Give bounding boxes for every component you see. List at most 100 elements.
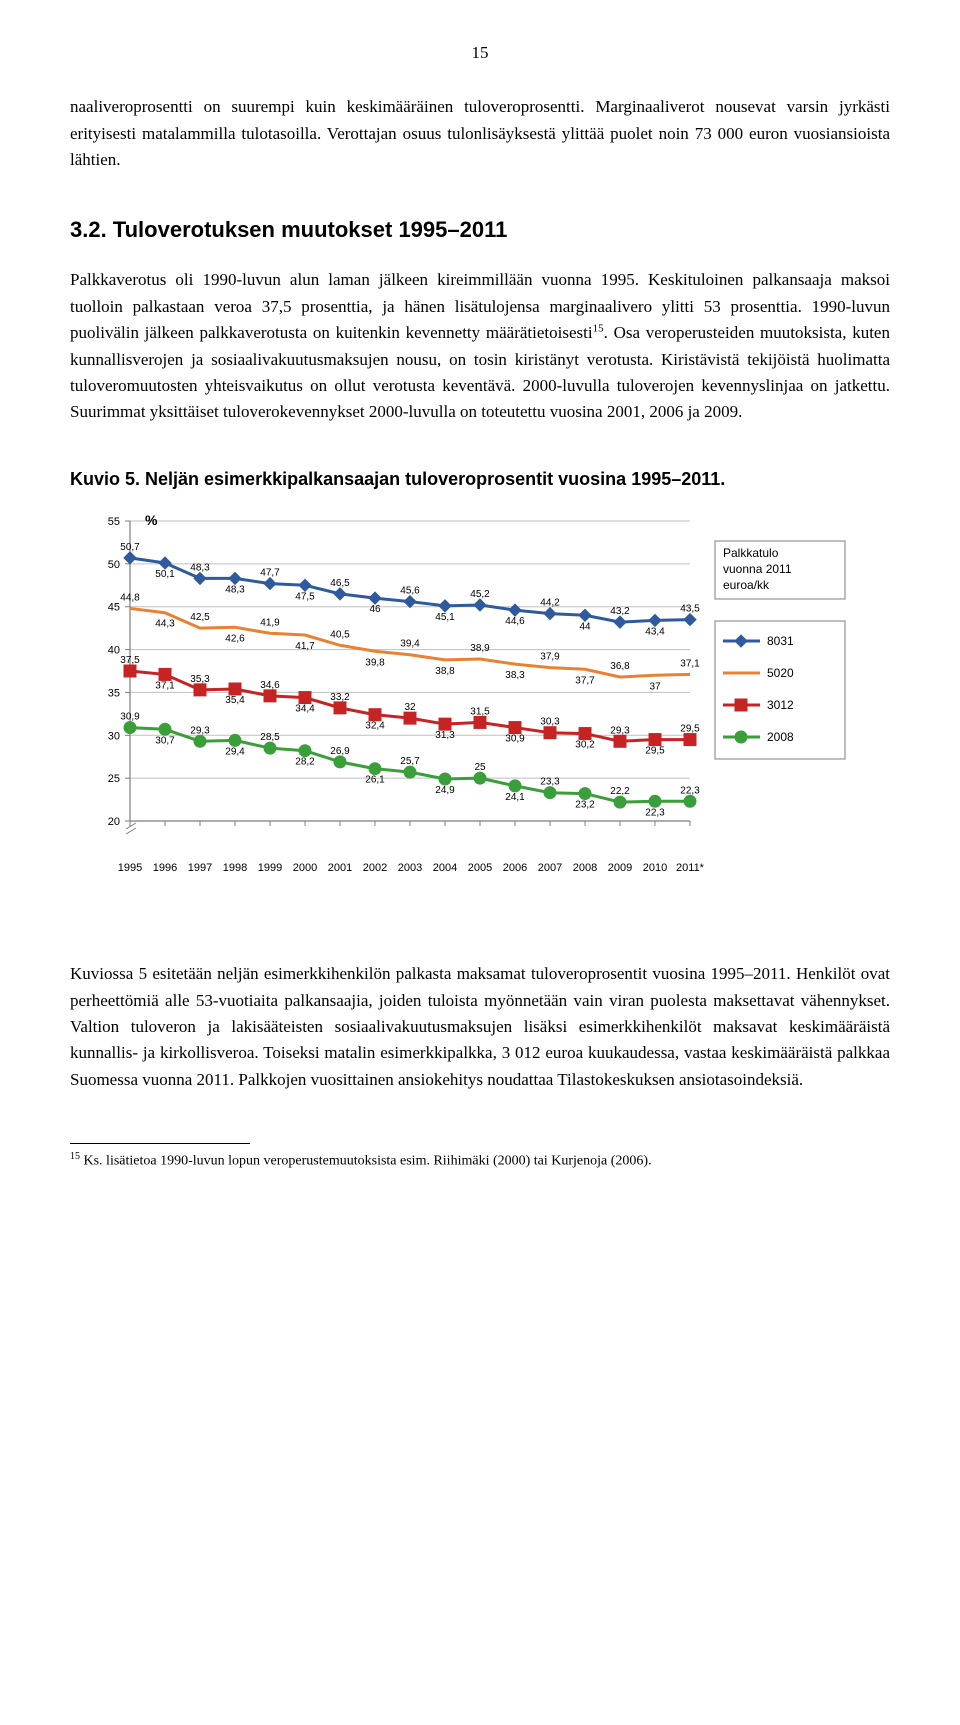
svg-text:22,2: 22,2	[610, 787, 630, 798]
svg-text:23,2: 23,2	[575, 800, 595, 811]
svg-text:29,5: 29,5	[645, 746, 665, 757]
svg-text:30: 30	[108, 731, 120, 743]
svg-text:2008: 2008	[573, 862, 597, 874]
svg-text:31,5: 31,5	[470, 707, 490, 718]
svg-text:37,1: 37,1	[680, 659, 700, 670]
svg-text:1996: 1996	[153, 862, 177, 874]
svg-text:45,6: 45,6	[400, 586, 420, 597]
svg-text:44,2: 44,2	[540, 598, 560, 609]
svg-text:44: 44	[579, 622, 591, 633]
svg-text:42,5: 42,5	[190, 613, 210, 624]
svg-text:41,9: 41,9	[260, 618, 280, 629]
svg-text:37: 37	[649, 682, 661, 693]
svg-text:47,7: 47,7	[260, 568, 280, 579]
svg-text:29,3: 29,3	[610, 726, 630, 737]
svg-text:2002: 2002	[363, 862, 387, 874]
svg-text:2003: 2003	[398, 862, 422, 874]
page-number: 15	[70, 40, 890, 66]
svg-text:31,3: 31,3	[435, 731, 455, 742]
svg-text:8031: 8031	[767, 634, 794, 648]
svg-text:Palkkatulo: Palkkatulo	[723, 546, 779, 560]
svg-text:2004: 2004	[433, 862, 457, 874]
svg-text:34,4: 34,4	[295, 704, 315, 715]
svg-text:23,3: 23,3	[540, 777, 560, 788]
svg-text:50: 50	[108, 559, 120, 571]
svg-text:2010: 2010	[643, 862, 667, 874]
svg-text:30,9: 30,9	[505, 734, 525, 745]
svg-text:22,3: 22,3	[645, 808, 665, 819]
svg-text:44,6: 44,6	[505, 617, 525, 628]
svg-text:39,8: 39,8	[365, 658, 385, 669]
chart-title: Kuvio 5. Neljän esimerkkipalkansaajan tu…	[70, 466, 890, 494]
svg-text:40: 40	[108, 645, 120, 657]
svg-text:38,3: 38,3	[505, 671, 525, 682]
footnote-number: 15	[70, 1151, 80, 1162]
svg-text:34,6: 34,6	[260, 680, 280, 691]
svg-text:43,2: 43,2	[610, 607, 630, 618]
svg-text:%: %	[145, 512, 158, 528]
svg-text:33,2: 33,2	[330, 692, 350, 703]
svg-text:45,2: 45,2	[470, 589, 490, 600]
svg-text:2007: 2007	[538, 862, 562, 874]
svg-text:3012: 3012	[767, 698, 794, 712]
svg-text:32,4: 32,4	[365, 721, 385, 732]
svg-text:38,9: 38,9	[470, 643, 490, 654]
svg-text:45: 45	[108, 602, 120, 614]
svg-text:2001: 2001	[328, 862, 352, 874]
svg-text:euroa/kk: euroa/kk	[723, 578, 770, 592]
paragraph-2: Palkkaverotus oli 1990-luvun alun laman …	[70, 267, 890, 425]
svg-text:30,2: 30,2	[575, 740, 595, 751]
svg-text:30,9: 30,9	[120, 712, 140, 723]
svg-text:37,1: 37,1	[155, 681, 175, 692]
svg-text:26,1: 26,1	[365, 775, 385, 786]
svg-text:35,3: 35,3	[190, 674, 210, 685]
svg-text:46: 46	[369, 605, 381, 616]
svg-text:vuonna 2011: vuonna 2011	[723, 562, 792, 576]
footnote-separator	[70, 1143, 250, 1144]
svg-text:25: 25	[108, 774, 120, 786]
svg-text:50,7: 50,7	[120, 542, 140, 553]
svg-text:25,7: 25,7	[400, 757, 420, 768]
svg-text:48,3: 48,3	[225, 585, 245, 596]
svg-text:37,5: 37,5	[120, 655, 140, 666]
svg-text:47,5: 47,5	[295, 592, 315, 603]
svg-text:1997: 1997	[188, 862, 212, 874]
svg-text:43,4: 43,4	[645, 627, 665, 638]
svg-text:2005: 2005	[468, 862, 492, 874]
svg-text:28,5: 28,5	[260, 733, 280, 744]
svg-text:43,5: 43,5	[680, 604, 700, 615]
svg-text:36,8: 36,8	[610, 661, 630, 672]
svg-text:2011*: 2011*	[676, 862, 705, 874]
svg-text:44,8: 44,8	[120, 593, 140, 604]
svg-text:48,3: 48,3	[190, 563, 210, 574]
footnote: 15 Ks. lisätietoa 1990-luvun lopun verop…	[70, 1150, 890, 1171]
svg-text:39,4: 39,4	[400, 639, 420, 650]
svg-text:2009: 2009	[608, 862, 632, 874]
svg-text:25: 25	[474, 763, 486, 774]
section-heading: 3.2. Tuloverotuksen muutokset 1995–2011	[70, 213, 890, 247]
svg-text:41,7: 41,7	[295, 641, 315, 652]
svg-text:29,5: 29,5	[680, 724, 700, 735]
svg-text:24,1: 24,1	[505, 792, 525, 803]
svg-text:1999: 1999	[258, 862, 282, 874]
svg-text:45,1: 45,1	[435, 612, 455, 623]
svg-text:1998: 1998	[223, 862, 247, 874]
footnote-ref: 15	[593, 323, 604, 335]
svg-text:37,9: 37,9	[540, 652, 560, 663]
svg-text:35: 35	[108, 688, 120, 700]
svg-text:28,2: 28,2	[295, 757, 315, 768]
svg-text:2008: 2008	[767, 730, 794, 744]
svg-text:2006: 2006	[503, 862, 527, 874]
line-chart: 2025303540455055%19951996199719981999200…	[70, 511, 890, 911]
svg-text:44,3: 44,3	[155, 619, 175, 630]
svg-text:29,3: 29,3	[190, 726, 210, 737]
svg-text:2000: 2000	[293, 862, 317, 874]
chart-container: 2025303540455055%19951996199719981999200…	[70, 511, 890, 911]
paragraph-1: naaliveroprosentti on suurempi kuin kesk…	[70, 94, 890, 173]
footnote-text: Ks. lisätietoa 1990-luvun lopun veroperu…	[80, 1154, 652, 1169]
svg-text:24,9: 24,9	[435, 785, 455, 796]
svg-text:26,9: 26,9	[330, 746, 350, 757]
svg-text:37,7: 37,7	[575, 676, 595, 687]
svg-text:42,6: 42,6	[225, 634, 245, 645]
svg-text:30,3: 30,3	[540, 717, 560, 728]
